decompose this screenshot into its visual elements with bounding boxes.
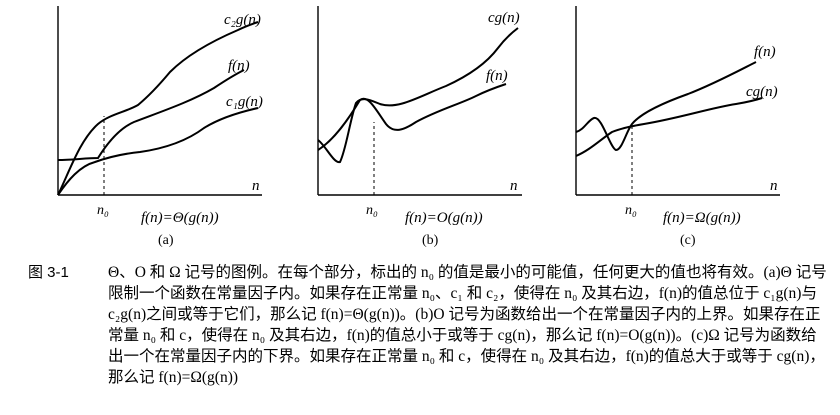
panel-a: c₂g(n) f(n) c₁g(n) n n₀ f(n)=Θ(g(n)) (a) xyxy=(57,6,263,248)
panel-b-f-curve xyxy=(317,83,507,151)
panel-a-f-label: f(n) xyxy=(228,58,250,74)
panel-c-f-label: f(n) xyxy=(754,44,776,60)
panel-c-n-label: n xyxy=(770,178,778,194)
panel-b-tag: (b) xyxy=(422,233,439,248)
panel-c-tag: (c) xyxy=(680,233,696,248)
panel-a-upper-bound-curve xyxy=(57,21,259,196)
panel-a-lower-bound-curve xyxy=(57,107,259,196)
panel-c-cg-label: cg(n) xyxy=(746,84,778,100)
panel-b-n0-label: n₀ xyxy=(366,203,378,218)
panel-b-n-label: n xyxy=(510,178,518,194)
panel-a-n-label: n xyxy=(252,178,260,194)
panel-b-formula: f(n)=O(g(n)) xyxy=(405,210,483,226)
panel-c-n0-label: n₀ xyxy=(625,203,637,218)
panel-b-f-label: f(n) xyxy=(486,68,508,84)
panel-a-lower-label: c₁g(n) xyxy=(226,94,263,110)
panel-b-cg-curve xyxy=(317,27,519,164)
panel-b: cg(n) f(n) n n₀ f(n)=O(g(n)) (b) xyxy=(317,6,522,248)
panel-a-formula: f(n)=Θ(g(n)) xyxy=(141,210,219,226)
panel-a-upper-label: c₂g(n) xyxy=(224,12,261,28)
panel-c-formula: f(n)=Ω(g(n)) xyxy=(663,210,741,226)
panel-c-cg-curve xyxy=(575,97,763,157)
figure-panels: c₂g(n) f(n) c₁g(n) n n₀ f(n)=Θ(g(n)) (a)… xyxy=(57,6,780,248)
caption-number: 图 3-1 xyxy=(28,264,69,281)
caption-text: Θ、O 和 Ω 记号的图例。在每个部分，标出的 n₀ 的值是最小的可能值，任何更… xyxy=(108,264,827,386)
panel-c-f-curve xyxy=(575,61,757,152)
panel-b-cg-label: cg(n) xyxy=(488,10,520,26)
figure-caption: 图 3-1 Θ、O 和 Ω 记号的图例。在每个部分，标出的 n₀ 的值是最小的可… xyxy=(28,262,828,388)
panel-c: f(n) cg(n) n n₀ f(n)=Ω(g(n)) (c) xyxy=(575,6,780,248)
panel-a-tag: (a) xyxy=(158,233,174,248)
panel-a-f-curve xyxy=(57,69,245,161)
panel-a-n0-label: n₀ xyxy=(97,203,109,218)
